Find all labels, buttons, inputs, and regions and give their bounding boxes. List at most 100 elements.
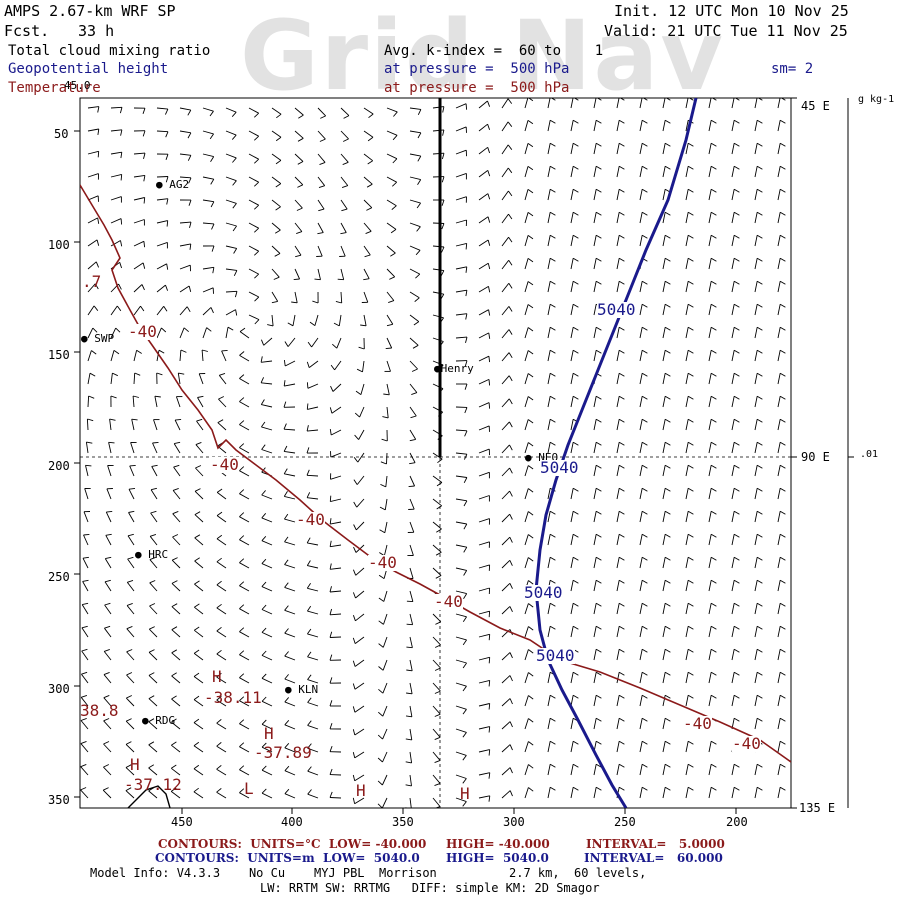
wind-barb-flag-808 [126, 695, 132, 699]
wind-barb-flag-417 [410, 415, 417, 419]
wind-barb-957 [708, 787, 712, 799]
wind-barb-659 [261, 586, 273, 592]
wind-barb-695 [383, 613, 388, 625]
wind-barb-flag-653 [127, 579, 134, 583]
wind-barb-flag-776 [103, 671, 110, 676]
wind-barb-533 [216, 492, 227, 500]
wind-barb-520 [639, 465, 643, 477]
wind-barb-49 [501, 121, 509, 132]
wind-barb-26 [685, 98, 689, 109]
wind-barb-484 [524, 442, 529, 454]
wind-barb-flag-446 [354, 434, 359, 440]
wind-barb-flag-280 [116, 305, 122, 312]
wind-barb-771 [708, 649, 712, 661]
wind-barb-flag-876 [261, 742, 267, 748]
wind-barb-209 [616, 235, 620, 247]
wind-barb-flag-329 [527, 327, 534, 332]
wind-barb-flag-936 [216, 788, 222, 793]
wind-barb-flag-154 [779, 188, 786, 193]
wind-barb-flag-242 [664, 257, 671, 262]
wind-barb-358 [478, 355, 490, 362]
wind-barb-flag-102 [297, 184, 303, 188]
wind-barb-flag-723 [307, 628, 312, 635]
wind-barb-flag-412 [283, 401, 287, 408]
wind-barb-flag-256 [271, 300, 278, 304]
wind-barb-544 [478, 495, 490, 500]
wind-barb-flag-67 [210, 156, 215, 162]
wind-barb-261 [386, 291, 395, 301]
wind-barb-383 [332, 383, 342, 392]
wind-barb-686 [171, 606, 181, 615]
wind-barb-flag-921 [595, 763, 602, 768]
height-label-2: 5040 [540, 458, 579, 477]
wind-barb-flag-485 [549, 441, 556, 446]
wind-barb-171 [455, 219, 467, 224]
wind-barb-flag-277 [756, 280, 763, 285]
wind-barb-34 [156, 130, 169, 133]
wind-barb-flag-680 [756, 579, 763, 584]
wind-barb-flag-379 [239, 374, 245, 379]
wind-barb-277 [754, 281, 758, 293]
wind-barb-607 [501, 536, 511, 546]
wind-barb-448 [409, 429, 417, 440]
wind-barb-643 [616, 557, 620, 569]
wind-barb-86 [639, 143, 643, 155]
wind-barb-flag-75 [392, 158, 398, 164]
wind-barb-632 [355, 567, 365, 576]
wind-barb-729 [455, 636, 467, 641]
wind-barb-164 [294, 222, 303, 232]
wind-barb-flag-132 [275, 206, 281, 211]
wind-barb-579 [570, 511, 574, 523]
wind-barb-549 [593, 488, 597, 500]
wind-barb-flag-66 [187, 155, 192, 161]
wind-barb-flag-814 [261, 696, 267, 702]
wind-barb-flag-81 [527, 143, 534, 148]
wind-barb-747 [148, 651, 158, 661]
wind-barb-flag-447 [381, 438, 388, 442]
wind-barb-107 [409, 176, 421, 181]
wind-barb-255 [248, 291, 260, 298]
wind-barb-flag-617 [733, 533, 740, 538]
wind-barb-flag-164 [296, 231, 303, 235]
wind-barb-276 [731, 281, 735, 293]
wind-barb-flag-233 [465, 266, 468, 273]
wind-barb-826 [547, 695, 551, 707]
wind-barb-flag-920 [572, 763, 579, 768]
wind-barb-253 [202, 287, 214, 293]
wind-barb-flag-952 [595, 786, 602, 791]
wind-barb-99 [225, 176, 237, 182]
wind-barb-11 [340, 107, 350, 116]
wind-barb-831 [662, 695, 666, 707]
wind-barb-flag-33 [142, 130, 146, 137]
wind-barb-185 [777, 212, 781, 224]
wind-barb-flag-156 [120, 218, 123, 225]
wind-barb-flag-904 [193, 764, 200, 770]
wind-barb-676 [662, 580, 666, 592]
wind-barb-19 [524, 98, 529, 109]
wind-barb-flag-724 [329, 631, 333, 638]
wind-barb-175 [547, 212, 551, 224]
wind-barb-flag-531 [172, 487, 179, 491]
wind-barb-flag-454 [549, 418, 556, 423]
wind-barb-642 [593, 557, 597, 569]
wind-barb-637 [478, 564, 490, 569]
wind-barb-flag-278 [779, 280, 786, 285]
wind-barb-flag-510 [408, 485, 415, 488]
wind-barb-373 [110, 373, 113, 385]
wind-barb-flag-498 [129, 464, 136, 467]
wind-barb-flag-916 [488, 772, 491, 779]
wind-barb-121 [731, 166, 735, 178]
wind-barb-173 [501, 213, 509, 224]
wind-barb-776 [103, 674, 112, 684]
wind-barb-flag-656 [194, 580, 200, 585]
wind-barb-flag-274 [687, 280, 694, 285]
wind-barb-flag-768 [641, 648, 648, 653]
wind-barb-960 [777, 787, 781, 799]
wind-barb-501 [195, 467, 204, 477]
wind-barb-196 [317, 245, 323, 257]
wind-barb-526 [777, 465, 781, 477]
wind-barb-699 [478, 610, 490, 615]
wind-barb-flag-111 [507, 167, 513, 174]
wind-barb-904 [193, 768, 204, 776]
footer-height-interval: INTERVAL= 60.000 [584, 851, 723, 865]
